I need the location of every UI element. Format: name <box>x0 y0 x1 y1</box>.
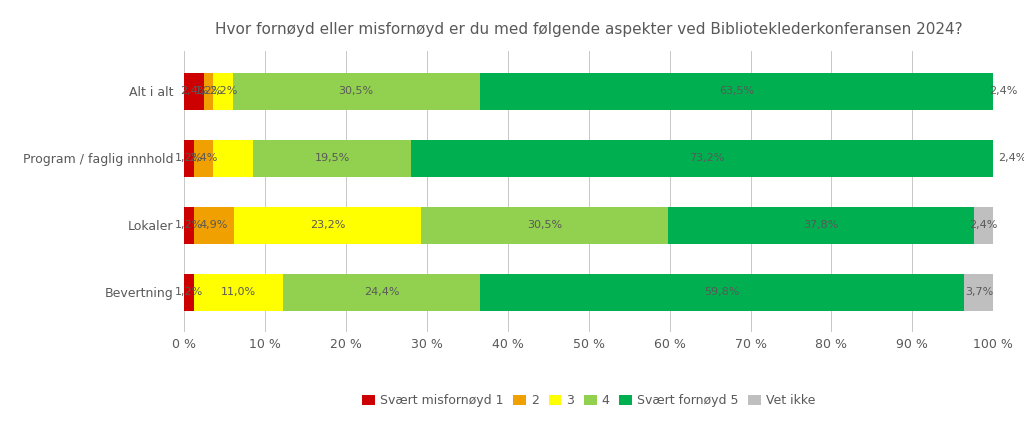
Text: 30,5%: 30,5% <box>339 86 374 96</box>
Text: 2,4%: 2,4% <box>189 153 218 163</box>
Bar <box>283 274 480 311</box>
Text: 2,2%: 2,2% <box>209 86 238 96</box>
Text: 63,5%: 63,5% <box>719 86 754 96</box>
Text: 24,4%: 24,4% <box>364 287 399 297</box>
Bar <box>965 274 994 311</box>
Text: 1,2%: 1,2% <box>175 220 204 230</box>
Bar <box>194 140 213 177</box>
Text: 59,8%: 59,8% <box>705 287 740 297</box>
Text: 1,2%: 1,2% <box>195 86 222 96</box>
Bar <box>213 73 232 109</box>
Bar <box>479 73 993 109</box>
Text: 37,8%: 37,8% <box>803 220 839 230</box>
Bar <box>184 140 194 177</box>
Bar <box>974 207 993 244</box>
Bar <box>668 207 974 244</box>
Bar <box>194 274 283 311</box>
Title: Hvor fornøyd eller misfornøyd er du med følgende aspekter ved Biblioteklederkonf: Hvor fornøyd eller misfornøyd er du med … <box>215 23 963 37</box>
Text: 30,5%: 30,5% <box>527 220 562 230</box>
Text: 2,4%: 2,4% <box>180 86 208 96</box>
Bar <box>194 207 233 244</box>
Bar <box>411 140 1002 177</box>
Bar <box>213 140 253 177</box>
Text: 73,2%: 73,2% <box>689 153 725 163</box>
Text: 23,2%: 23,2% <box>310 220 345 230</box>
Legend: Svært misfornøyd 1, 2, 3, 4, Svært fornøyd 5, Vet ikke: Svært misfornøyd 1, 2, 3, 4, Svært fornø… <box>357 389 820 412</box>
Bar <box>1002 140 1022 177</box>
Text: 1,2%: 1,2% <box>175 153 204 163</box>
Text: 2,4%: 2,4% <box>998 153 1024 163</box>
Text: 2,4%: 2,4% <box>970 220 997 230</box>
Text: 4,9%: 4,9% <box>200 220 228 230</box>
Bar <box>232 73 479 109</box>
Text: 19,5%: 19,5% <box>314 153 349 163</box>
Bar <box>253 140 411 177</box>
Bar <box>993 73 1013 109</box>
Bar <box>184 274 194 311</box>
Bar <box>421 207 668 244</box>
Text: 11,0%: 11,0% <box>221 287 256 297</box>
Text: 2,4%: 2,4% <box>989 86 1017 96</box>
Bar <box>480 274 965 311</box>
Bar <box>184 207 194 244</box>
Text: 1,2%: 1,2% <box>175 287 204 297</box>
Bar <box>204 73 213 109</box>
Bar <box>233 207 421 244</box>
Bar <box>184 73 204 109</box>
Text: 3,7%: 3,7% <box>965 287 993 297</box>
